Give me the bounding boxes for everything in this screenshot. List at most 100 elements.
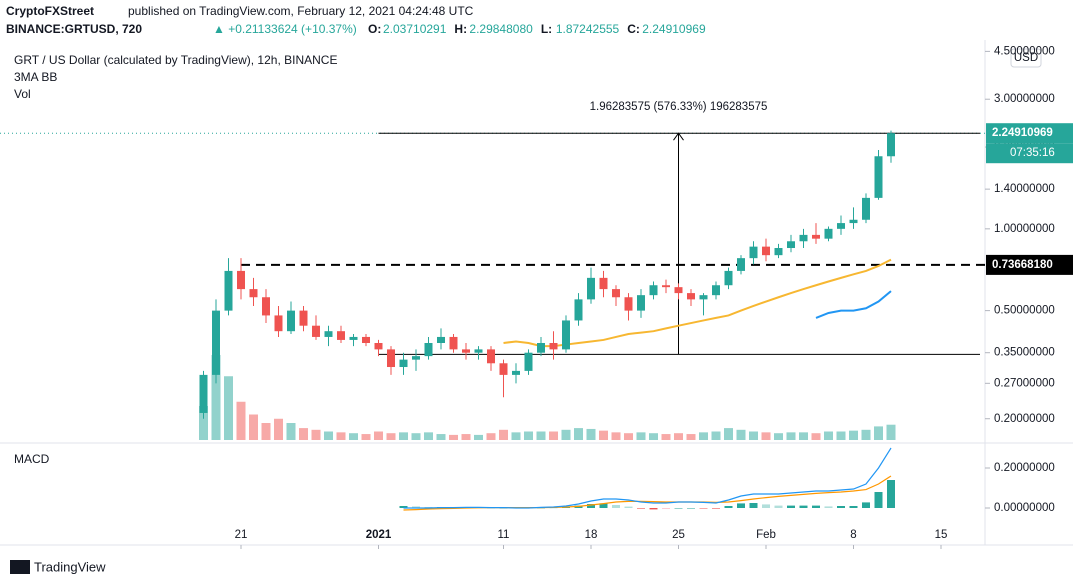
volume-bar xyxy=(286,423,296,440)
y-tick-label: 0.27000000 xyxy=(994,377,1055,389)
candle-body xyxy=(349,336,358,340)
candle-body xyxy=(274,315,283,332)
volume-bar xyxy=(761,432,771,440)
symbol: BINANCE:GRTUSD, 720 xyxy=(6,22,142,36)
macd-histogram xyxy=(587,504,595,508)
published: published on TradingView.com, February 1… xyxy=(128,4,474,18)
candle-body xyxy=(649,285,658,296)
candle-body xyxy=(512,370,520,375)
candle-body xyxy=(624,297,633,311)
macd-histogram xyxy=(699,508,708,509)
candle-body xyxy=(399,359,408,368)
price-label-box xyxy=(986,254,1073,275)
macd-histogram xyxy=(399,506,408,508)
ohlc-value: 2.03710291 xyxy=(383,22,447,36)
macd-histogram xyxy=(799,505,808,508)
volume-bar xyxy=(586,428,596,440)
volume-bar xyxy=(624,433,633,440)
volume-bar xyxy=(274,418,283,440)
volume-bar xyxy=(411,433,421,440)
volume-bar xyxy=(261,423,271,440)
candle-body xyxy=(249,289,258,298)
x-tick-label: Feb xyxy=(756,529,776,541)
countdown: 07:35:16 xyxy=(1010,147,1055,159)
macd-histogram xyxy=(812,505,820,508)
macd-histogram xyxy=(737,503,745,508)
candle-body xyxy=(499,363,508,375)
volume-bar xyxy=(536,431,546,440)
volume-bar xyxy=(386,433,396,440)
volume-bar xyxy=(461,434,471,440)
ohlc-key: O: xyxy=(368,22,381,36)
candle-body xyxy=(237,270,245,290)
macd-histogram xyxy=(499,508,508,509)
volume-bar xyxy=(474,434,483,440)
candle-body xyxy=(874,156,883,198)
currency[interactable]: USD xyxy=(1014,52,1038,64)
volume-bar xyxy=(636,432,646,440)
candle-body xyxy=(774,248,783,256)
ohlc-key: C: xyxy=(627,22,640,36)
volume-bar xyxy=(224,376,233,440)
candle-body xyxy=(324,331,333,337)
macd-histogram xyxy=(787,505,795,508)
candle-body xyxy=(299,310,308,326)
macd-histogram xyxy=(674,508,683,509)
macd-histogram xyxy=(887,480,895,508)
candle-body xyxy=(412,356,420,360)
candle-body xyxy=(524,352,533,371)
y-tick-label: 3.00000000 xyxy=(994,93,1055,105)
y-tick-label: 0.35000000 xyxy=(994,347,1055,359)
x-tick-label: 2021 xyxy=(366,529,392,541)
x-tick-label: 15 xyxy=(935,529,948,541)
macd-histogram xyxy=(712,508,720,509)
candle-body xyxy=(587,277,595,300)
macd-histogram xyxy=(637,508,645,509)
x-tick-label: 25 xyxy=(672,529,685,541)
logo xyxy=(10,560,30,574)
candle-body xyxy=(549,342,558,350)
x-tick-label: 11 xyxy=(498,529,510,541)
volume-bar xyxy=(574,428,583,440)
volume-bar xyxy=(499,429,508,440)
macd-histogram xyxy=(824,506,833,508)
volume-bar xyxy=(336,432,346,440)
volume-bar xyxy=(436,434,446,440)
candle-body xyxy=(474,349,483,353)
currency-button[interactable] xyxy=(1010,48,1042,68)
volume-bar xyxy=(811,433,821,440)
candle-body xyxy=(337,331,345,340)
volume-bar xyxy=(649,433,658,440)
volume-bar xyxy=(874,426,883,440)
candle-body xyxy=(362,336,370,343)
candle-body xyxy=(724,270,733,286)
candle-body xyxy=(374,342,383,350)
candle-body xyxy=(799,234,808,242)
macd-histogram xyxy=(849,506,858,508)
macd-histogram xyxy=(599,503,608,508)
arrow-head xyxy=(673,132,684,141)
macd-histogram xyxy=(862,502,870,508)
ohlc-value: 2.24910969 xyxy=(642,22,706,36)
volume-bar xyxy=(311,429,321,440)
candle-body xyxy=(762,246,770,256)
volume-bar xyxy=(361,434,371,440)
candle-body xyxy=(424,342,433,357)
volume-bar xyxy=(749,431,758,440)
volume-bar xyxy=(549,431,558,440)
candle-body xyxy=(437,336,445,343)
volume-bar xyxy=(211,355,221,440)
price-label-box xyxy=(986,123,1073,144)
volume-bar xyxy=(561,429,571,440)
countdown-box xyxy=(986,143,1073,164)
macd-histogram xyxy=(762,504,770,508)
y-tick-label: 1.00000000 xyxy=(994,223,1055,235)
macd-histogram xyxy=(837,506,845,508)
macd-histogram xyxy=(874,492,883,508)
candle-body xyxy=(812,234,820,239)
macd-histogram xyxy=(774,505,783,508)
publisher: CryptoFXStreet xyxy=(6,4,94,18)
candle-body xyxy=(737,258,745,271)
candle-body xyxy=(787,241,795,249)
